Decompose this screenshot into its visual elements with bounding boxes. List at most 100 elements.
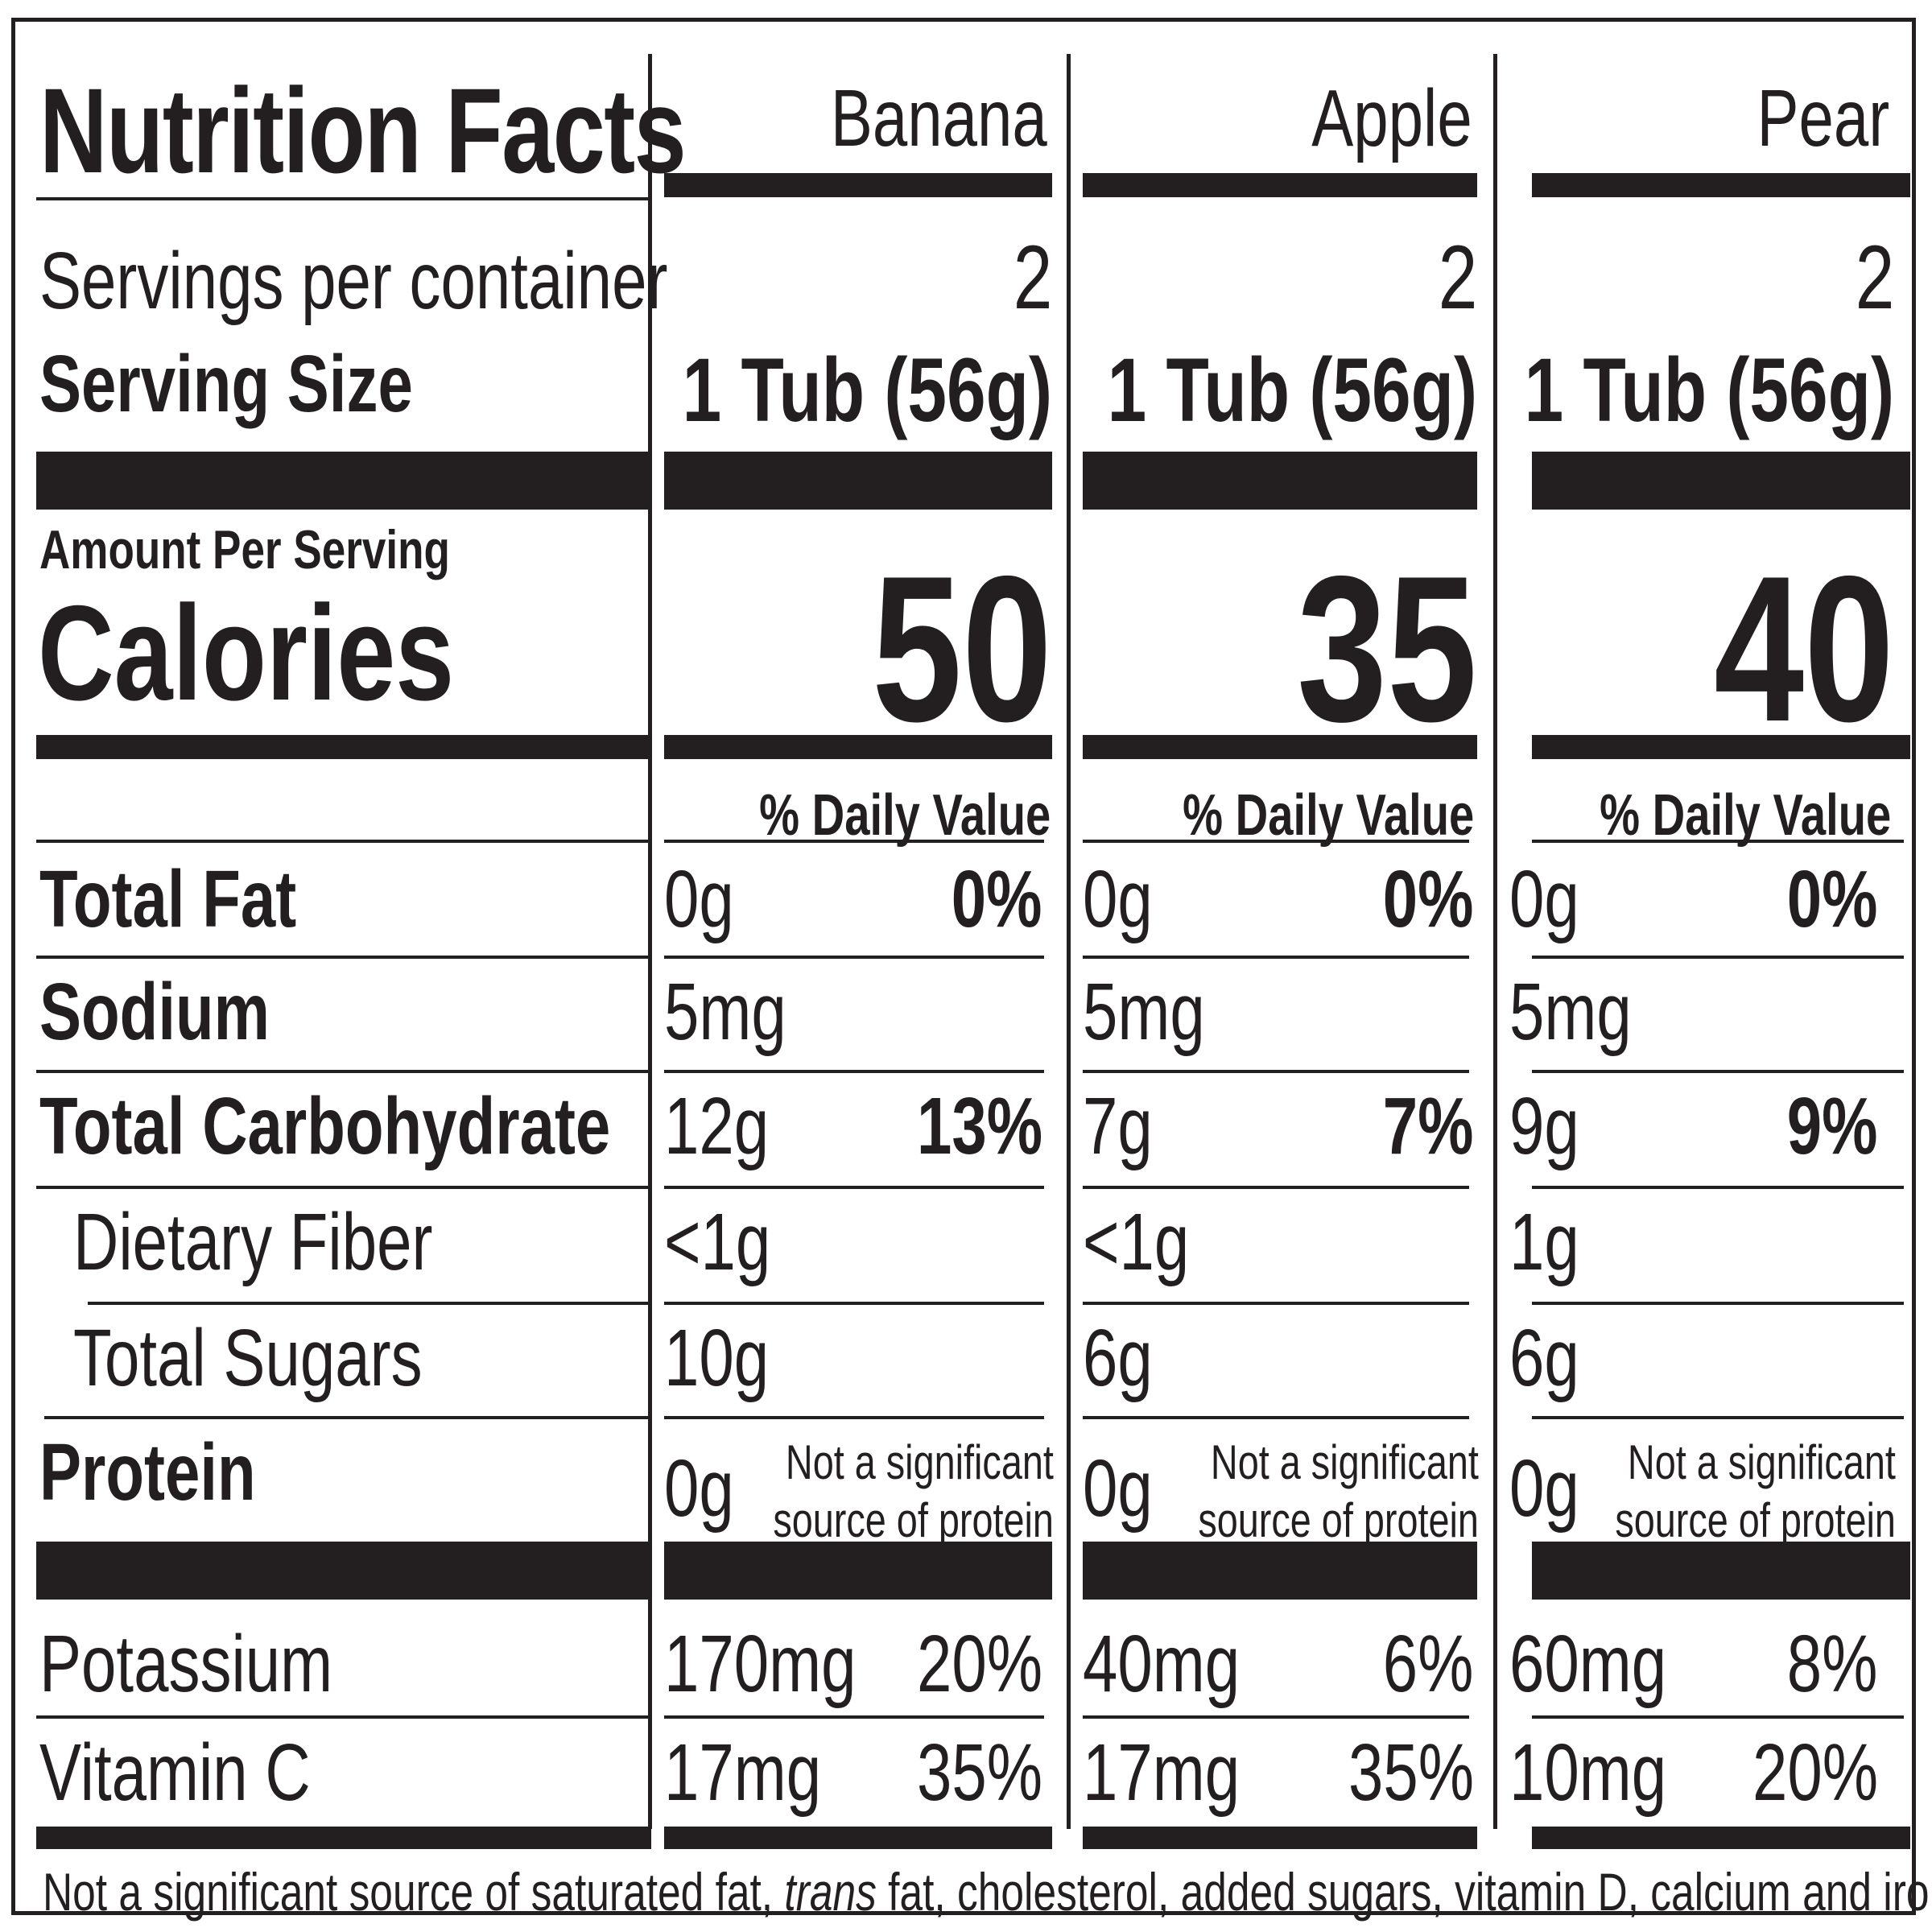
protein-amount: 0g — [1083, 1443, 1153, 1534]
product-name: Pear — [1757, 73, 1889, 163]
potassium-amount: 60mg — [1509, 1619, 1667, 1709]
divider — [664, 840, 1044, 843]
vitamin-c-label: Vitamin C — [39, 1728, 311, 1818]
vitamin-c-amount: 10mg — [1509, 1728, 1667, 1818]
serving-size-value: 1 Tub (56g) — [682, 340, 1052, 440]
divider — [1083, 956, 1469, 959]
thick-rule — [1532, 452, 1910, 510]
protein-amount: 0g — [1509, 1443, 1579, 1534]
servings-value: 2 — [1013, 227, 1052, 328]
vitamin-c-amount: 17mg — [664, 1728, 822, 1818]
medium-rule — [36, 735, 651, 759]
potassium-amount: 170mg — [664, 1619, 857, 1709]
divider — [36, 1186, 651, 1189]
footnote-trans: trans — [784, 1862, 877, 1922]
divider — [1083, 1070, 1469, 1073]
product-column-pear: Pear 2 1 Tub (56g) 40 % Daily Value 0g 0… — [1509, 22, 1910, 1857]
divider — [36, 197, 651, 200]
divider — [664, 1715, 1044, 1719]
potassium-amount: 40mg — [1083, 1619, 1241, 1709]
divider — [36, 1070, 651, 1073]
medium-rule — [1532, 1827, 1910, 1849]
total-fat-amount: 0g — [664, 854, 734, 944]
nutrition-label: Nutrition Facts Servings per container S… — [11, 18, 1932, 1918]
dietary-fiber-label: Dietary Fiber — [73, 1197, 433, 1287]
divider — [36, 840, 651, 843]
potassium-dv: 20% — [916, 1619, 1042, 1709]
total-carbohydrate-dv: 13% — [916, 1081, 1042, 1171]
protein-note: source of protein — [1198, 1493, 1479, 1547]
daily-value-header: % Daily Value — [758, 783, 1051, 848]
sodium-amount: 5mg — [1509, 967, 1632, 1057]
total-carbohydrate-amount: 12g — [664, 1081, 770, 1171]
total-sugars-amount: 6g — [1083, 1313, 1153, 1403]
dietary-fiber-amount: 1g — [1509, 1197, 1579, 1287]
vitamin-c-dv: 20% — [1752, 1728, 1878, 1818]
sodium-amount: 5mg — [1083, 967, 1205, 1057]
thick-rule — [1532, 173, 1910, 197]
medium-rule — [664, 735, 1052, 759]
total-carbohydrate-dv: 9% — [1787, 1081, 1878, 1171]
servings-value: 2 — [1438, 227, 1477, 328]
thick-rule — [1083, 1542, 1477, 1600]
divider — [664, 956, 1044, 959]
divider — [1532, 1416, 1904, 1419]
divider — [88, 1302, 651, 1305]
total-sugars-amount: 10g — [664, 1313, 770, 1403]
thick-rule — [664, 1542, 1052, 1600]
divider — [664, 1302, 1044, 1305]
product-name: Apple — [1311, 73, 1472, 163]
calories-label: Calories — [38, 577, 455, 729]
column-divider — [1493, 54, 1497, 1829]
potassium-dv: 6% — [1383, 1619, 1474, 1709]
protein-note: source of protein — [773, 1493, 1054, 1547]
divider — [1532, 1070, 1904, 1073]
divider — [1532, 1302, 1904, 1305]
divider — [36, 956, 651, 959]
divider — [1083, 1416, 1469, 1419]
footnote: Not a significant source of saturated fa… — [43, 1865, 1932, 1918]
servings-per-container-label: Servings per container — [39, 236, 668, 326]
medium-rule — [664, 1827, 1052, 1849]
divider — [1532, 1186, 1904, 1189]
potassium-dv: 8% — [1787, 1619, 1878, 1709]
vitamin-c-dv: 35% — [916, 1728, 1042, 1818]
thick-rule — [1532, 1542, 1910, 1600]
amount-per-serving-label: Amount Per Serving — [39, 519, 450, 580]
divider — [1083, 1302, 1469, 1305]
product-column-banana: Banana 2 1 Tub (56g) 50 % Daily Value 0g… — [664, 22, 1060, 1857]
divider — [664, 1186, 1044, 1189]
medium-rule — [1083, 1827, 1477, 1849]
medium-rule — [1083, 735, 1477, 759]
medium-rule — [1532, 735, 1910, 759]
divider — [1083, 1715, 1469, 1719]
divider — [1532, 956, 1904, 959]
calories-value: 35 — [1297, 532, 1477, 765]
total-carbohydrate-amount: 7g — [1083, 1081, 1153, 1171]
protein-label: Protein — [39, 1427, 256, 1517]
medium-rule — [36, 1827, 651, 1849]
divider — [1083, 1186, 1469, 1189]
column-divider — [1067, 54, 1071, 1829]
total-fat-amount: 0g — [1509, 854, 1579, 944]
servings-value: 2 — [1855, 227, 1894, 328]
daily-value-header: % Daily Value — [1182, 783, 1474, 848]
sodium-label: Sodium — [39, 967, 270, 1057]
divider — [664, 1416, 1044, 1419]
dietary-fiber-amount: <1g — [1083, 1197, 1190, 1287]
divider — [36, 1715, 651, 1719]
calories-value: 40 — [1714, 532, 1894, 765]
total-fat-dv: 0% — [1787, 854, 1878, 944]
daily-value-header: % Daily Value — [1599, 783, 1891, 848]
thick-rule — [36, 1542, 651, 1600]
total-carbohydrate-label: Total Carbohydrate — [39, 1081, 611, 1171]
thick-rule — [1083, 452, 1477, 510]
serving-size-value: 1 Tub (56g) — [1107, 340, 1477, 440]
protein-note: Not a significant — [1628, 1435, 1896, 1489]
total-sugars-label: Total Sugars — [73, 1313, 423, 1403]
total-carbohydrate-dv: 7% — [1383, 1081, 1474, 1171]
footnote-part: Not a significant source of saturated fa… — [43, 1862, 785, 1922]
divider — [1083, 840, 1469, 843]
footnote-part: fat, cholesterol, added sugars, vitamin … — [876, 1862, 1932, 1922]
total-fat-label: Total Fat — [39, 854, 297, 944]
